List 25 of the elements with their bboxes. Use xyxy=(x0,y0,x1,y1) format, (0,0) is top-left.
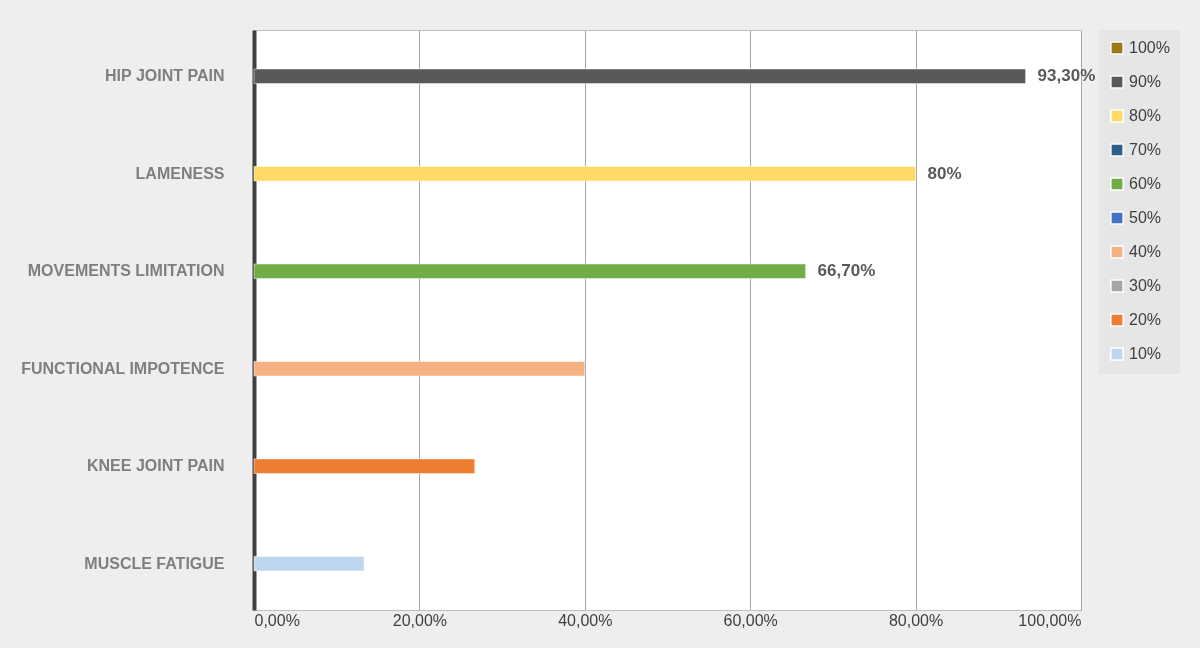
data-label: 66,70% xyxy=(817,261,876,281)
y-tick-label: MUSCLE FATIGUE xyxy=(84,554,225,572)
legend-label: 40% xyxy=(1129,243,1162,260)
x-tick-label: 100,00% xyxy=(1018,611,1082,629)
x-tick-label: 60,00% xyxy=(723,611,778,629)
y-tick-label: LAMENESS xyxy=(135,164,225,182)
legend-label: 70% xyxy=(1129,141,1162,158)
legend-label: 30% xyxy=(1129,277,1162,294)
y-tick-label: MOVEMENTS LIMITATION xyxy=(27,262,225,280)
data-label: 80% xyxy=(927,163,962,183)
y-tick-label: KNEE JOINT PAIN xyxy=(87,457,225,475)
y-tick-label: FUNCTIONAL IMPOTENCE xyxy=(21,359,225,377)
x-tick-label: 20,00% xyxy=(392,611,448,629)
x-tick-label: 0,00% xyxy=(254,611,300,629)
legend-label: 20% xyxy=(1129,311,1162,328)
x-tick-label: 40,00% xyxy=(558,611,613,629)
x-tick-label: 80,00% xyxy=(888,611,944,629)
legend-label: 80% xyxy=(1129,107,1162,124)
y-tick-label: HIP JOINT PAIN xyxy=(105,67,225,85)
data-label: 93,30% xyxy=(1037,66,1096,86)
legend-label: 60% xyxy=(1129,175,1162,192)
legend-label: 90% xyxy=(1129,73,1162,90)
legend-label: 100% xyxy=(1129,39,1170,56)
legend-label: 50% xyxy=(1129,209,1162,226)
legend-label: 10% xyxy=(1129,345,1162,362)
